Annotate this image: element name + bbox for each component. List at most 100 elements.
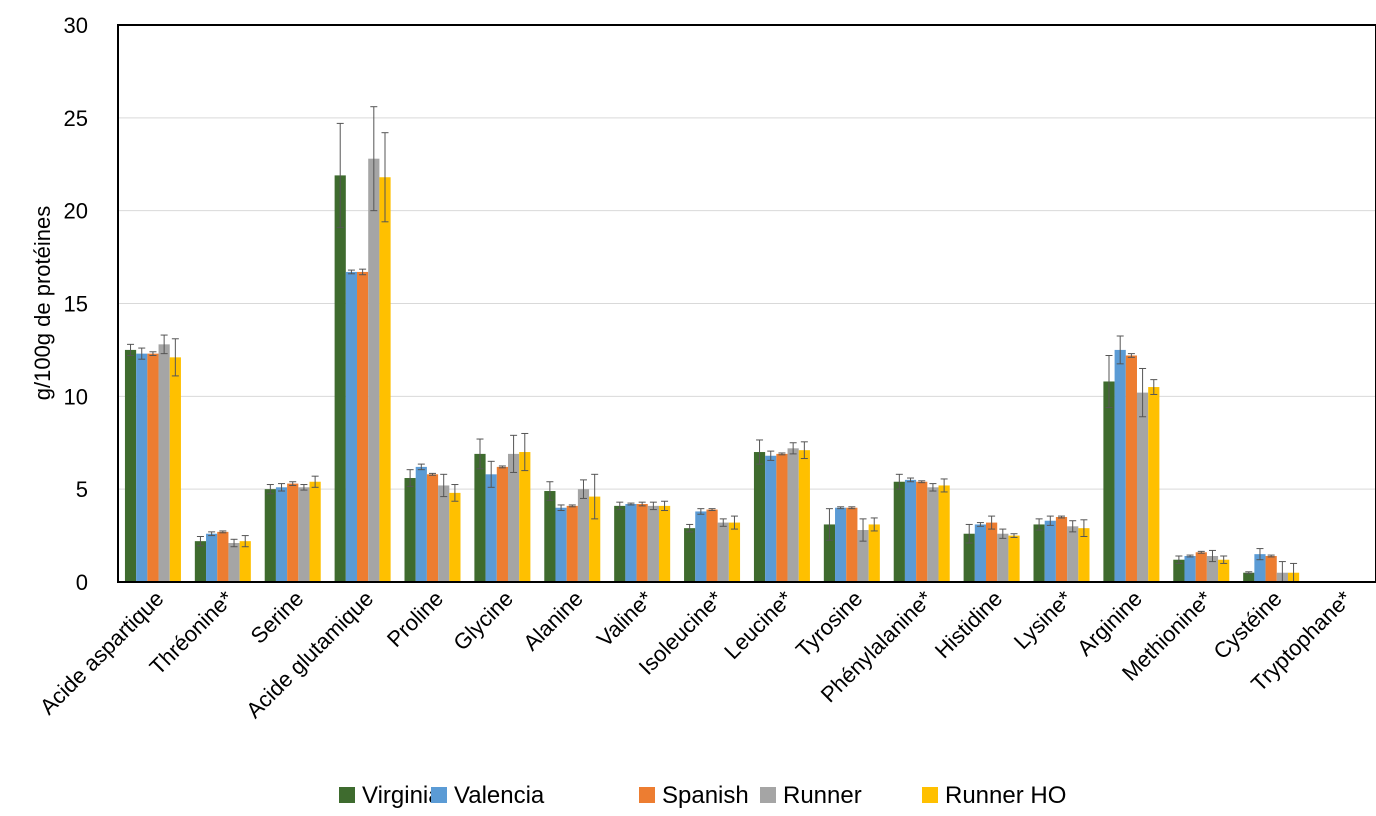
bar (647, 505, 659, 582)
legend-swatch (431, 787, 447, 803)
legend-label: Runner (783, 782, 862, 809)
bar (974, 524, 987, 582)
legend-swatch (922, 787, 938, 803)
bar (1148, 387, 1160, 582)
bar (1136, 392, 1149, 582)
bar (438, 485, 450, 582)
legend: Virginia Valencia Spanish Runner Runner HO (339, 782, 1066, 809)
bar (474, 453, 486, 582)
legend-label: Virginia (362, 782, 442, 809)
bar (868, 524, 880, 582)
y-tick-labels: 0 5 10 15 20 25 30 (64, 13, 88, 595)
bar (625, 504, 637, 582)
bar (1125, 355, 1137, 582)
bar (507, 453, 520, 582)
plot-frame (117, 24, 1376, 583)
bar (614, 505, 626, 582)
bar (169, 357, 181, 582)
bar (147, 353, 159, 582)
bar (519, 452, 531, 582)
bar (706, 509, 718, 582)
bar (1008, 535, 1020, 582)
bar (194, 541, 207, 582)
y-tick-label: 5 (76, 477, 88, 502)
bar (1184, 556, 1196, 582)
y-tick-label: 25 (64, 106, 88, 131)
bar (904, 479, 917, 582)
y-tick-label: 10 (64, 384, 88, 409)
bar (753, 452, 766, 582)
bar (496, 466, 508, 582)
bar (158, 344, 170, 582)
bar (287, 483, 299, 582)
bar (275, 487, 288, 582)
error-bars (127, 106, 1298, 583)
bar (228, 543, 240, 582)
bar (846, 507, 858, 582)
bar (1044, 520, 1056, 582)
legend-swatch (760, 787, 776, 803)
bar (1103, 381, 1115, 582)
bar (1114, 349, 1126, 582)
bar (555, 507, 567, 582)
bar (426, 474, 439, 582)
y-axis-title: g/100g de protéines (30, 206, 55, 401)
bar (217, 531, 229, 582)
bar (798, 450, 810, 582)
bar (136, 353, 148, 582)
bar (1218, 559, 1230, 582)
legend-label: Valencia (454, 782, 545, 809)
bar (636, 504, 648, 582)
bar (963, 533, 975, 582)
bar (1033, 524, 1045, 582)
y-tick-label: 20 (64, 199, 88, 224)
bars (124, 158, 1300, 582)
bar (577, 489, 590, 582)
bar (379, 177, 391, 582)
y-tick-label: 15 (64, 292, 88, 317)
bar (938, 485, 950, 582)
legend-swatch (339, 787, 355, 803)
bar (485, 474, 497, 582)
gridlines (118, 117, 1376, 490)
bar (684, 528, 696, 582)
legend-label: Runner HO (945, 782, 1066, 809)
x-tick-label: Histidine (930, 586, 1007, 663)
x-tick-label: Alanine (518, 586, 588, 656)
bar (449, 492, 461, 582)
bar (776, 453, 788, 582)
bar (658, 505, 671, 582)
bar (1195, 552, 1207, 582)
bar (916, 481, 928, 582)
x-tick-label: Glycine (448, 586, 518, 656)
bar (1173, 559, 1185, 582)
bar (544, 491, 556, 582)
bar (857, 530, 869, 582)
bar (1265, 556, 1277, 582)
legend-swatch (639, 787, 655, 803)
bar (345, 271, 358, 582)
bar (334, 175, 346, 582)
bar (695, 511, 707, 582)
bar (368, 158, 380, 582)
legend-label: Spanish (662, 782, 749, 809)
bar (835, 507, 847, 582)
bar (1243, 572, 1255, 582)
x-tick-label: Lysine* (1009, 586, 1077, 654)
bar (298, 487, 310, 582)
x-tick-label: Acide aspartique (35, 586, 169, 720)
bar (823, 524, 836, 582)
bar (1078, 528, 1090, 582)
y-tick-label: 30 (64, 13, 88, 38)
bar (997, 533, 1009, 582)
bar (264, 489, 276, 582)
bar (728, 522, 741, 582)
x-tick-label: Proline (382, 586, 448, 652)
bar (1206, 556, 1219, 582)
bar (415, 466, 427, 582)
bar (309, 481, 321, 582)
bar (1254, 554, 1266, 582)
